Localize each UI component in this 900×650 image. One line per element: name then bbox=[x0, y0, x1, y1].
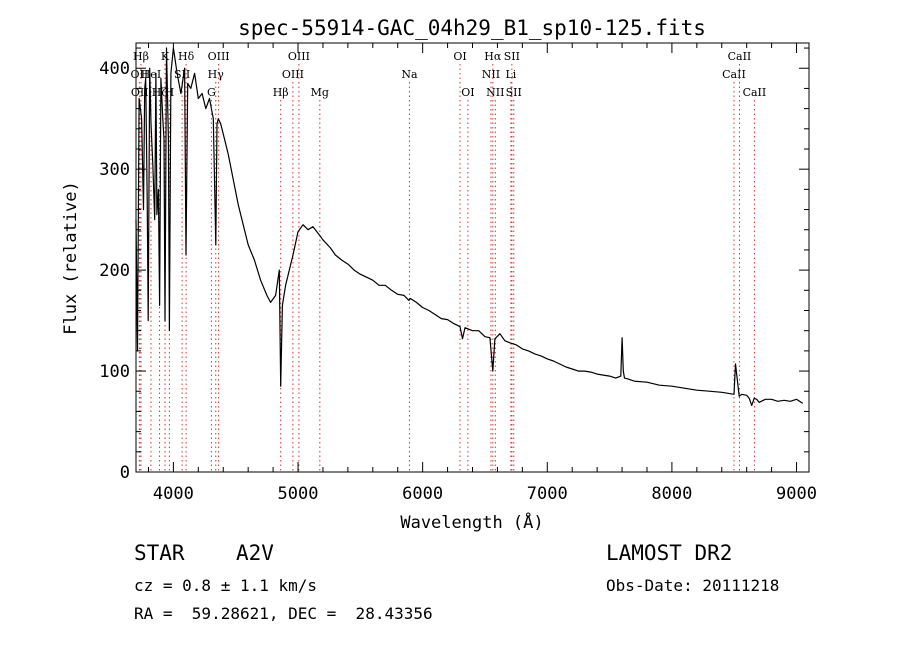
x-tick-label: 4000 bbox=[153, 484, 194, 504]
line-marker-label: Hγ bbox=[208, 68, 225, 81]
line-marker-label: K bbox=[161, 50, 170, 63]
x-tick-label: 8000 bbox=[651, 484, 692, 504]
spectral-subclass: A2V bbox=[236, 541, 274, 565]
line-marker-label: Na bbox=[401, 68, 418, 81]
line-marker-label: SII bbox=[504, 50, 520, 63]
x-tick-label: 7000 bbox=[527, 484, 568, 504]
line-marker-label: Hα bbox=[484, 50, 502, 63]
y-tick-label: 200 bbox=[99, 261, 130, 281]
x-tick-label: 9000 bbox=[776, 484, 817, 504]
line-marker-label: OI bbox=[453, 50, 466, 63]
line-marker-label: CaII bbox=[728, 50, 752, 63]
line-marker-label: Hβ bbox=[133, 50, 149, 63]
x-tick-label: 6000 bbox=[402, 484, 443, 504]
line-marker-label: G bbox=[207, 86, 216, 99]
survey-label: LAMOST DR2 bbox=[606, 541, 733, 565]
line-markers: HβOIIOIIHeIHζKHSIIHδGHγOIIIHβOIIIOIIIMgN… bbox=[131, 50, 767, 472]
line-marker-label: H bbox=[165, 86, 175, 99]
line-marker-label: OIII bbox=[288, 50, 310, 63]
plot-frame bbox=[135, 42, 810, 473]
line-marker-label: OIII bbox=[282, 68, 304, 81]
x-tick-label: 5000 bbox=[278, 484, 319, 504]
line-marker-label: Li bbox=[505, 68, 516, 81]
observation-date: Obs-Date: 20111218 bbox=[606, 576, 780, 595]
line-marker-label: Mg bbox=[311, 86, 329, 99]
object-class: STAR bbox=[134, 541, 185, 565]
line-marker-label: SII bbox=[506, 86, 522, 99]
coordinates: RA = 59.28621, DEC = 28.43356 bbox=[134, 604, 433, 623]
spectrum-line bbox=[135, 47, 804, 406]
line-marker-label: Hδ bbox=[178, 50, 195, 63]
line-marker-label: Hβ bbox=[273, 86, 289, 99]
y-tick-label: 100 bbox=[99, 362, 130, 382]
line-marker-label: CaII bbox=[722, 68, 746, 81]
line-marker-label: OII bbox=[131, 68, 149, 81]
redshift-velocity: cz = 0.8 ± 1.1 km/s bbox=[134, 576, 318, 595]
line-marker-label: OI bbox=[461, 86, 474, 99]
y-axis-label: Flux (relative) bbox=[61, 181, 81, 335]
y-tick-label: 400 bbox=[99, 59, 130, 79]
axes: 4000 5000 6000 7000 8000 9000 0 100 200 300 400 bbox=[99, 43, 817, 504]
chart-title: spec-55914-GAC_04h29_B1_sp10-125.fits bbox=[238, 16, 706, 40]
y-tick-label: 0 bbox=[120, 463, 130, 483]
line-marker-label: HeI bbox=[141, 68, 161, 81]
line-marker-label: NII bbox=[482, 68, 500, 81]
x-axis-label: Wavelength (Å) bbox=[400, 511, 543, 533]
y-tick-label: 300 bbox=[99, 160, 130, 180]
line-marker-label: CaII bbox=[743, 86, 767, 99]
line-marker-label: NII bbox=[486, 86, 504, 99]
line-marker-label: OIII bbox=[208, 50, 230, 63]
